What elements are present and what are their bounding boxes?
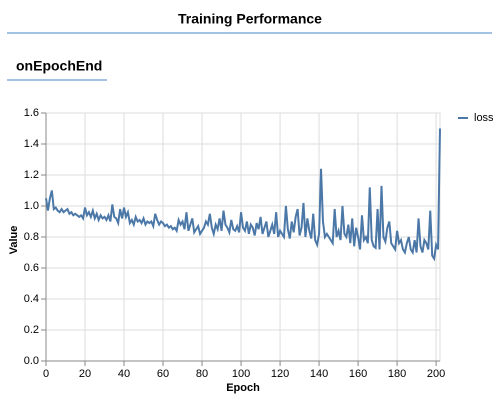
- legend-label: loss: [474, 112, 494, 124]
- x-tick-label: 200: [427, 368, 445, 380]
- y-tick-label: 1.6: [24, 107, 39, 119]
- y-tick-label: 0.4: [24, 293, 39, 305]
- x-tick-label: 0: [43, 368, 49, 380]
- y-tick-label: 0.2: [24, 324, 39, 336]
- x-tick-label: 180: [388, 368, 406, 380]
- x-tick-label: 120: [271, 368, 289, 380]
- x-tick-label: 60: [157, 368, 169, 380]
- y-tick-label: 1.0: [24, 200, 39, 212]
- y-tick-label: 1.2: [24, 169, 39, 181]
- loss-line: [45, 128, 441, 262]
- y-tick-label: 0.0: [24, 355, 39, 367]
- section-title: onEpochEnd: [16, 58, 102, 74]
- x-tick-label: 80: [196, 368, 208, 380]
- x-tick-label: 160: [349, 368, 367, 380]
- page-title: Training Performance: [178, 11, 322, 27]
- x-tick-label: 140: [310, 368, 328, 380]
- x-axis-label: Epoch: [226, 382, 260, 394]
- y-tick-label: 0.8: [24, 231, 39, 243]
- x-tick-label: 100: [232, 368, 250, 380]
- x-tick-label: 20: [79, 368, 91, 380]
- x-tick-label: 40: [118, 368, 130, 380]
- y-tick-label: 0.6: [24, 262, 39, 274]
- y-tick-label: 1.4: [24, 138, 39, 150]
- y-axis-label: Value: [8, 226, 20, 255]
